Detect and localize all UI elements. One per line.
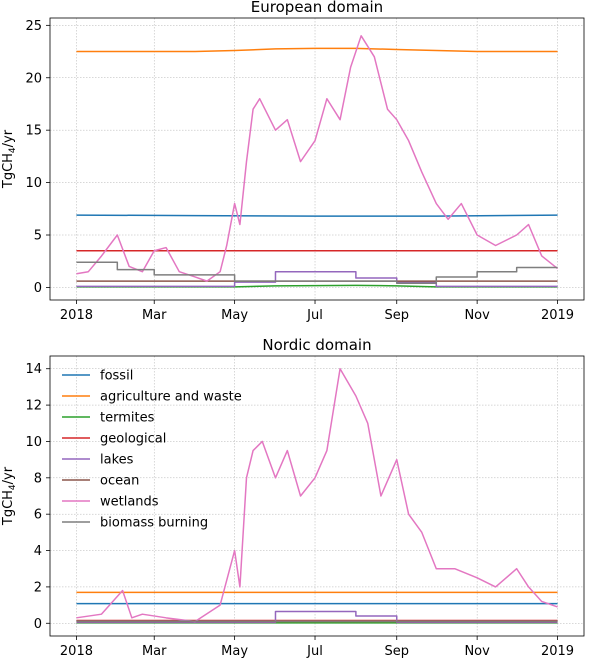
- series-wetlands-line: [76, 35, 559, 282]
- legend-label: agriculture and waste: [100, 390, 242, 405]
- x-tick-label: 2019: [541, 644, 574, 659]
- x-tick-label: Nov: [464, 308, 490, 323]
- legend: fossil agriculture and waste termites geolo…: [62, 369, 242, 531]
- x-tick-label: Nov: [464, 644, 490, 659]
- y-tick-label: 0: [34, 281, 42, 296]
- y-axis-label: TgCH4/yr: [1, 129, 18, 189]
- y-axis-label-subscript: 4: [8, 484, 18, 490]
- x-tick-label: Jul: [306, 644, 323, 659]
- axes-frame: [49, 17, 585, 301]
- x-tick-label: Mar: [142, 644, 167, 659]
- x-tick-label: 2019: [541, 308, 574, 323]
- legend-label: geological: [100, 432, 166, 447]
- y-axis-label-part: TgCH: [1, 490, 16, 526]
- x-tick-label: Sep: [384, 308, 409, 323]
- y-axis-label: TgCH4/yr: [1, 466, 18, 526]
- y-axis-label-part: /yr: [1, 129, 16, 147]
- axes-frame: [49, 355, 585, 637]
- y-tick-label: 15: [25, 124, 42, 139]
- y-tick-label: 14: [25, 362, 42, 377]
- x-tick-label: May: [221, 644, 248, 659]
- x-tick-label: Jul: [306, 308, 323, 323]
- y-tick-label: 25: [25, 19, 42, 34]
- y-axis-label-part: /yr: [1, 466, 16, 484]
- y-tick-label: 6: [34, 508, 42, 523]
- legend-label: wetlands: [100, 495, 159, 510]
- series-agriculture-and-waste-line: [76, 47, 558, 53]
- y-tick-label: 0: [34, 617, 42, 632]
- y-tick-label: 2: [34, 580, 42, 595]
- y-axis-label-subscript: 4: [8, 147, 18, 153]
- y-tick-label: 5: [34, 229, 42, 244]
- y-axis-label-part: TgCH: [1, 153, 16, 189]
- x-tick-label: 2018: [60, 644, 93, 659]
- legend-label: ocean: [100, 474, 139, 489]
- chart-1: 2018 Mar May Jul Sep Nov 2019 0 2 4 6 8 10 12 14 Nordic…: [1, 336, 585, 659]
- legend-label: fossil: [100, 369, 133, 384]
- series-biomass-burning-line: [76, 261, 558, 284]
- chart-title: Nordic domain: [262, 336, 371, 354]
- legend-label: biomass burning: [100, 516, 208, 531]
- series-wetlands-line: [76, 367, 558, 623]
- chart-0: 2018 Mar May Jul Sep Nov 2019 0 5 10 15 20 25 Europea…: [1, 0, 585, 323]
- y-tick-label: 12: [25, 399, 42, 414]
- chart-title: European domain: [251, 0, 383, 16]
- x-tick-label: May: [221, 308, 248, 323]
- x-tick-label: Mar: [142, 308, 167, 323]
- legend-label: termites: [100, 411, 155, 426]
- x-tick-label: 2018: [60, 308, 93, 323]
- series-fossil-line: [76, 214, 558, 217]
- y-tick-label: 10: [25, 176, 42, 191]
- y-tick-label: 20: [25, 71, 42, 86]
- legend-label: lakes: [100, 453, 134, 468]
- y-tick-label: 4: [34, 544, 42, 559]
- x-tick-label: Sep: [384, 644, 409, 659]
- y-tick-label: 10: [25, 435, 42, 450]
- y-tick-label: 8: [34, 471, 42, 486]
